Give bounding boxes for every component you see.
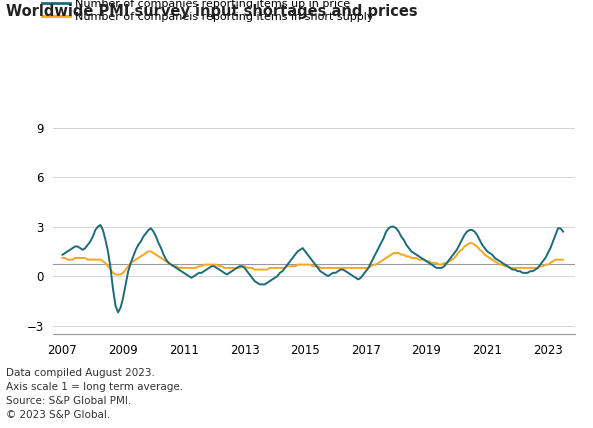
Text: Worldwide PMI survey input shortages and prices: Worldwide PMI survey input shortages and…: [6, 4, 417, 19]
Legend: Number of companies reporting items up in price, Number of companeis reporting i: Number of companies reporting items up i…: [38, 0, 378, 27]
Text: Data compiled August 2023.
Axis scale 1 = long term average.
Source: S&P Global : Data compiled August 2023. Axis scale 1 …: [6, 368, 183, 420]
